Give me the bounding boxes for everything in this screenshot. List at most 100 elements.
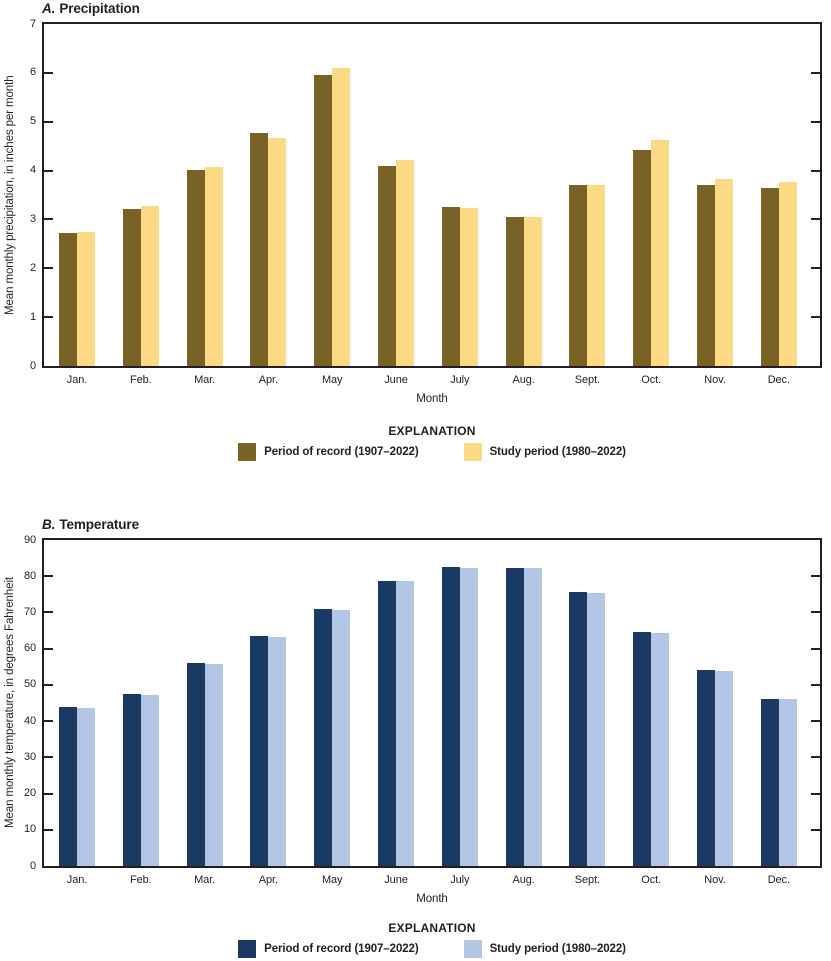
x-tick-label: July — [450, 374, 470, 386]
bar-period-of-record-dec — [760, 188, 779, 366]
bar-period-of-record-feb — [122, 208, 141, 366]
y-tick-label: 30 — [23, 750, 36, 763]
y-tick-label: 50 — [23, 678, 36, 691]
panel-precipitation: A. Precipitation Mean monthly precipitati… — [0, 0, 831, 470]
bar-study-period-june — [396, 580, 414, 866]
bar-study-period-july — [459, 567, 478, 866]
bar-study-period-aug — [523, 568, 542, 866]
y-tick-label: 2 — [29, 261, 36, 274]
y-tick-mark — [811, 756, 820, 759]
y-tick-mark — [44, 611, 53, 614]
panel-temperature: B. Temperature Mean monthly temperature, … — [0, 516, 831, 961]
bar-period-of-record-nov — [697, 670, 715, 866]
y-tick-label: 0 — [29, 359, 36, 372]
bar-period-of-record-jan — [59, 707, 77, 866]
bar-study-period-oct — [651, 139, 670, 366]
bar-period-of-record-dec — [760, 698, 779, 866]
x-axis-title: Month — [416, 893, 448, 905]
y-tick-mark — [811, 720, 820, 723]
panel-letter: B. — [42, 517, 56, 532]
bar-study-period-july — [459, 207, 478, 366]
x-tick-labels: Jan. Feb. Mar. Apr. May June July Aug. Sept. Oct.… — [42, 374, 822, 388]
x-tick-label: Sept. — [574, 374, 600, 386]
y-tick-labels: 0 10 20 30 40 50 60 70 80 90 — [0, 534, 36, 872]
bar-study-period-sept — [587, 592, 606, 866]
legend: EXPLANATION Period of record (1907–2022)… — [42, 921, 822, 958]
y-tick-label: 80 — [23, 569, 36, 582]
bar-study-period-dec — [778, 699, 797, 866]
y-tick-mark — [811, 120, 820, 123]
plot-area — [42, 22, 822, 368]
y-tick-mark — [44, 647, 53, 650]
y-tick-mark — [811, 267, 820, 270]
y-tick-label: 5 — [29, 115, 36, 128]
x-tick-label: Dec. — [767, 874, 790, 886]
y-tick-mark — [44, 71, 53, 74]
x-tick-label: Oct. — [641, 874, 662, 886]
y-tick-mark — [44, 828, 53, 831]
y-tick-mark — [44, 218, 53, 221]
bar-period-of-record-oct — [633, 632, 652, 866]
y-tick-label: 6 — [29, 66, 36, 79]
y-tick-mark — [811, 575, 820, 578]
y-tick-mark — [44, 316, 53, 319]
y-tick-mark — [811, 828, 820, 831]
bar-period-of-record-mar — [186, 169, 205, 366]
bar-study-period-apr — [268, 138, 287, 366]
legend-heading: EXPLANATION — [388, 921, 476, 935]
bar-period-of-record-may — [314, 74, 333, 366]
y-tick-label: 10 — [23, 823, 36, 836]
x-tick-label: Feb. — [129, 874, 152, 886]
x-tick-label: Aug. — [512, 374, 535, 386]
bar-study-period-oct — [651, 633, 670, 866]
legend-label: Study period (1980–2022) — [489, 446, 626, 458]
bar-period-of-record-apr — [250, 133, 269, 366]
legend-row: Period of record (1907–2022) Study perio… — [42, 443, 822, 461]
panel-title-text: Precipitation — [59, 1, 140, 16]
bar-period-of-record-nov — [697, 185, 715, 366]
legend-item-period-of-record: Period of record (1907–2022) — [238, 940, 419, 958]
x-tick-label: May — [321, 874, 343, 886]
panel-title: A. Precipitation — [42, 1, 140, 16]
bar-study-period-may — [332, 609, 351, 866]
y-tick-mark — [44, 120, 53, 123]
legend-swatch-period-of-record — [238, 443, 257, 461]
legend-label: Period of record (1907–2022) — [264, 446, 419, 458]
y-tick-label: 4 — [29, 164, 36, 177]
legend-label: Period of record (1907–2022) — [264, 943, 419, 955]
y-tick-mark — [811, 792, 820, 795]
bar-study-period-sept — [587, 184, 606, 366]
x-tick-label: Nov. — [704, 874, 726, 886]
x-tick-label: Feb. — [129, 374, 152, 386]
y-tick-mark — [44, 792, 53, 795]
legend-item-study-period: Study period (1980–2022) — [463, 443, 626, 461]
bar-study-period-may — [332, 68, 351, 366]
x-tick-label: June — [384, 374, 408, 386]
legend-item-period-of-record: Period of record (1907–2022) — [238, 443, 419, 461]
x-tick-label: Mar. — [194, 874, 216, 886]
bar-period-of-record-oct — [633, 150, 652, 366]
legend-row: Period of record (1907–2022) Study perio… — [42, 940, 822, 958]
y-tick-mark — [44, 575, 53, 578]
legend-swatch-study-period — [463, 940, 482, 958]
bar-study-period-mar — [204, 166, 223, 366]
y-tick-mark — [44, 683, 53, 686]
bar-period-of-record-mar — [186, 663, 205, 866]
bar-period-of-record-sept — [569, 184, 588, 366]
legend-swatch-period-of-record — [238, 940, 257, 958]
panel-title: B. Temperature — [42, 517, 139, 532]
x-tick-label: July — [450, 874, 470, 886]
legend-heading: EXPLANATION — [388, 424, 476, 438]
bar-period-of-record-aug — [505, 567, 524, 866]
x-tick-label: Oct. — [641, 374, 662, 386]
bar-period-of-record-feb — [122, 693, 141, 866]
bar-period-of-record-aug — [505, 216, 524, 366]
x-tick-label: Jan. — [66, 374, 88, 386]
bar-period-of-record-june — [378, 580, 396, 866]
y-tick-mark — [811, 611, 820, 614]
y-tick-mark — [44, 756, 53, 759]
bar-period-of-record-june — [378, 165, 396, 366]
x-tick-label: Jan. — [66, 874, 88, 886]
bar-study-period-jan — [77, 707, 95, 866]
